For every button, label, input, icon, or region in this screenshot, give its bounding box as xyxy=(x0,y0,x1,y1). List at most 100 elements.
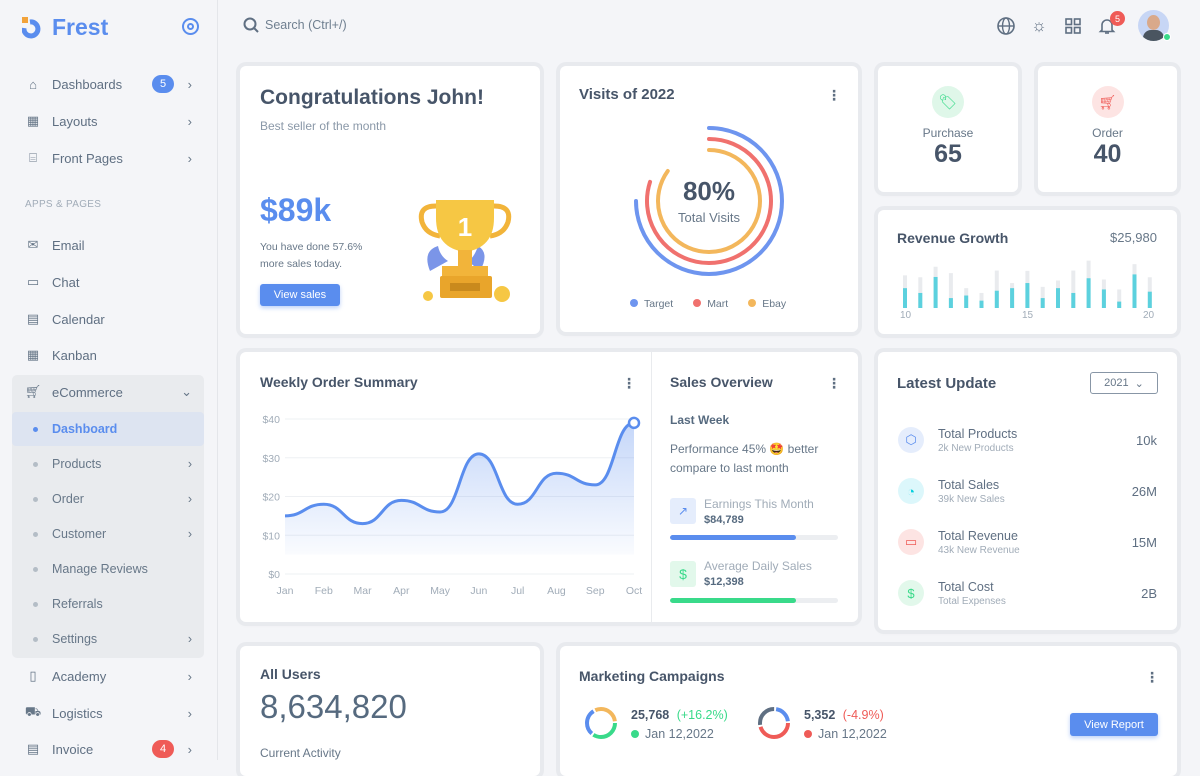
globe-icon[interactable] xyxy=(996,16,1016,36)
sun-icon[interactable]: ☼ xyxy=(1031,16,1047,35)
chevron-down-icon: ⌄ xyxy=(1134,377,1144,390)
x-tick: Sep xyxy=(586,585,605,597)
order-label: Order xyxy=(1092,126,1123,140)
purchase-label: Purchase xyxy=(922,126,974,140)
bar-background xyxy=(1040,286,1045,308)
sidebar-sub-order[interactable]: Order › xyxy=(12,482,204,516)
pie-chart-icon: ◔ xyxy=(898,478,924,504)
revenue-growth-card: Revenue Growth $25,980 10 15 20 xyxy=(878,210,1177,334)
sidebar-item-logistics[interactable]: ⛟ Logistics › xyxy=(12,696,204,730)
sidebar-item-chat[interactable]: ▭ Chat xyxy=(12,265,204,299)
legend-mart: Mart xyxy=(693,298,728,310)
sidebar-sub-dashboard[interactable]: Dashboard xyxy=(12,412,204,446)
bar xyxy=(1040,298,1045,308)
sidebar-item-layouts[interactable]: ▦ Layouts › xyxy=(12,104,204,138)
trophy-illustration: 1 xyxy=(418,200,512,302)
more-vertical-icon[interactable]: ⋮ xyxy=(827,87,841,103)
x-tick: May xyxy=(430,585,451,597)
bar-background xyxy=(918,277,923,308)
campaign-2-change: (-4.9%) xyxy=(842,708,884,722)
users-title: All Users xyxy=(260,666,321,682)
item-sub: 39k New Sales xyxy=(938,493,1005,505)
chevron-right-icon: › xyxy=(187,150,192,166)
view-sales-button[interactable]: View sales xyxy=(260,284,340,306)
bar xyxy=(1132,274,1137,308)
order-card: 🛒︎ Order 40 xyxy=(1038,66,1177,192)
x-tick: Oct xyxy=(626,585,642,597)
bell-icon[interactable] xyxy=(1097,16,1117,36)
bar xyxy=(948,298,953,308)
revenue-bar-chart xyxy=(903,260,1152,308)
sidebar-toggle-icon[interactable] xyxy=(182,18,199,35)
item-title: Total Products xyxy=(938,426,1018,441)
congratulations-card: Congratulations John! Best seller of the… xyxy=(240,66,540,334)
sales-amount: $89k xyxy=(260,192,332,228)
data-point-marker xyxy=(627,416,641,430)
daily-sales-progress xyxy=(670,598,838,603)
campaign-2-value: 5,352 xyxy=(804,708,836,722)
bar xyxy=(979,300,984,308)
more-vertical-icon[interactable]: ⋮ xyxy=(1145,669,1159,685)
sidebar-sub-manage-reviews[interactable]: Manage Reviews xyxy=(12,552,204,586)
mail-icon: ✉ xyxy=(27,237,39,252)
x-tick: Jun xyxy=(470,585,487,597)
weekly-area-chart: $0 $10 $20 $30 $40 Jan Feb Mar Apr May Jun Jul Aug Se… xyxy=(262,414,642,597)
weekly-title: Weekly Order Summary xyxy=(260,374,418,390)
label: Chat xyxy=(52,274,80,290)
area-fill xyxy=(285,422,634,555)
bar xyxy=(1056,288,1060,308)
sidebar-item-ecommerce[interactable]: 🛒︎ eCommerce ⌄ xyxy=(12,375,204,409)
sidebar-item-kanban[interactable]: ▦ Kanban xyxy=(12,338,204,372)
logo[interactable]: Frest xyxy=(22,14,108,41)
campaign-1-value: 25,768 xyxy=(631,708,670,722)
label: Manage Reviews xyxy=(52,562,148,576)
chevron-right-icon: › xyxy=(187,492,192,506)
sidebar-item-academy[interactable]: ▯ Academy › xyxy=(12,659,204,693)
label: Kanban xyxy=(52,347,97,363)
chevron-right-icon: › xyxy=(187,457,192,471)
section-header: APPS & PAGES xyxy=(25,199,102,210)
chevron-right-icon: › xyxy=(187,741,192,757)
radial-bar-target xyxy=(634,126,784,276)
divider xyxy=(651,352,652,622)
y-tick: $10 xyxy=(262,530,280,542)
campaign-1-date: Jan 12,2022 xyxy=(631,727,714,741)
invoice-icon: ▤ xyxy=(26,741,40,756)
apps-grid-icon[interactable] xyxy=(1063,16,1083,36)
view-report-button[interactable]: View Report xyxy=(1070,713,1158,736)
label: Referrals xyxy=(52,597,103,611)
sidebar-item-invoice[interactable]: ▤ Invoice 4 › xyxy=(12,732,204,766)
all-users-card: All Users 8,634,820 Current Activity xyxy=(240,646,540,776)
list-item: ▭ Total Revenue 43k New Revenue 15M xyxy=(898,522,1157,562)
car-icon: ⛟ xyxy=(24,704,42,719)
year-select[interactable]: 2021 ⌄ xyxy=(1090,372,1158,394)
year-value: 2021 xyxy=(1104,377,1129,389)
label: Academy xyxy=(52,668,107,684)
earnings-label: Earnings This Month xyxy=(704,497,814,511)
sidebar-item-dashboards[interactable]: ⌂ Dashboards 5 › xyxy=(12,67,204,101)
list-item: ⬡ Total Products 2k New Products 10k xyxy=(898,420,1157,460)
y-tick: $0 xyxy=(268,569,280,581)
tag-icon: 🏷︎ xyxy=(932,86,964,118)
sidebar-sub-settings[interactable]: Settings › xyxy=(12,622,204,656)
search-input[interactable]: Search (Ctrl+/) xyxy=(243,17,347,33)
sidebar-sub-customer[interactable]: Customer › xyxy=(12,517,204,551)
sidebar-item-email[interactable]: ✉ Email xyxy=(12,228,204,262)
sidebar-sub-products[interactable]: Products › xyxy=(12,447,204,481)
sidebar-sub-referrals[interactable]: Referrals xyxy=(12,587,204,621)
list-item: ◔ Total Sales 39k New Sales 26M xyxy=(898,471,1157,511)
svg-text:1: 1 xyxy=(458,212,472,242)
more-vertical-icon[interactable]: ⋮ xyxy=(622,375,636,391)
label: Customer xyxy=(52,527,107,541)
sidebar-item-front-pages[interactable]: ⌸ Front Pages › xyxy=(12,141,204,175)
more-vertical-icon[interactable]: ⋮ xyxy=(827,375,841,391)
revenue-amount: $25,980 xyxy=(1110,230,1157,245)
bar xyxy=(994,290,999,308)
series-line xyxy=(284,421,635,526)
badge: 4 xyxy=(152,740,174,758)
sidebar-item-calendar[interactable]: ▤ Calendar xyxy=(12,302,204,336)
y-tick: $20 xyxy=(262,492,280,504)
x-tick: 20 xyxy=(1143,310,1155,321)
cart-icon: 🛒︎ xyxy=(1091,86,1124,118)
bar-background xyxy=(1117,289,1122,308)
